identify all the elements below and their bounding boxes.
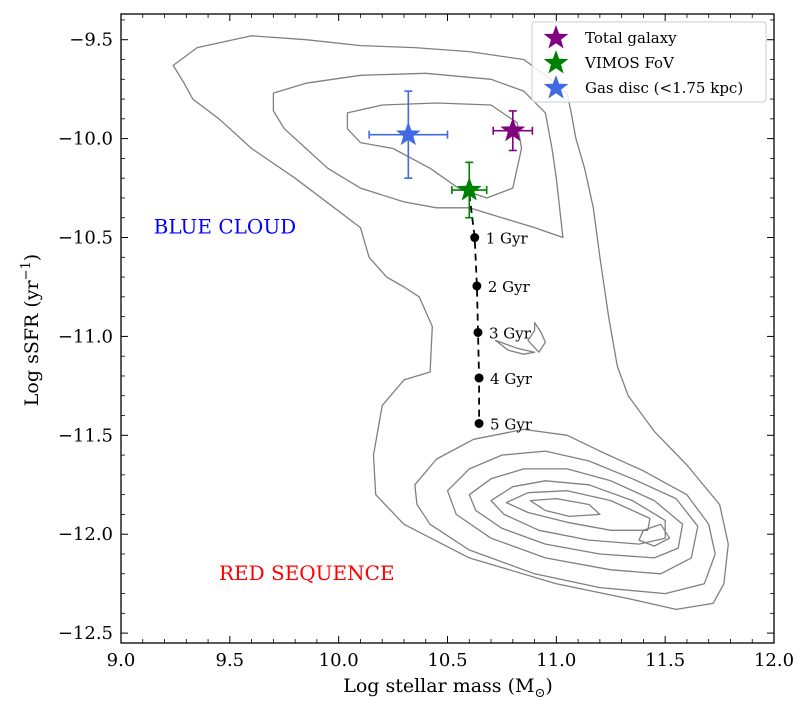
y-tick-label: −12.5	[58, 623, 113, 644]
legend-marker	[543, 75, 569, 99]
x-axis-label-main: Log stellar mass (M	[343, 675, 534, 697]
x-tick-label: 12.0	[754, 650, 794, 671]
x-tick-label: 10.0	[319, 650, 359, 671]
x-axis-label-unit: ⊙	[534, 686, 545, 701]
contour-level-11	[529, 497, 601, 518]
track-marker	[474, 373, 484, 383]
track-age-label: 3 Gyr	[489, 324, 532, 342]
star-marker	[456, 177, 482, 201]
contour-level-3	[346, 102, 523, 199]
evolution-track: 1 Gyr 2 Gyr 3 Gyr 4 Gyr 5 Gyr	[468, 193, 533, 433]
legend-entry-label: VIMOS FoV	[584, 54, 675, 72]
point-vimos-fov	[451, 161, 488, 219]
y-axis-label: Log sSFR (yr−1)	[19, 254, 43, 406]
track-age-label: 5 Gyr	[490, 415, 533, 433]
legend-marker	[543, 25, 569, 49]
contour-level-2	[272, 72, 564, 239]
point-gas-disc-1-75-kpc	[368, 90, 449, 179]
legend: Total galaxy VIMOS FoV Gas disc (<1.75 kpc…	[531, 21, 767, 103]
data-points	[368, 90, 534, 219]
x-tick-label: 11.5	[645, 650, 685, 671]
y-tick-label: −9.5	[69, 30, 113, 51]
contour-level-9	[490, 480, 666, 545]
x-axis-label: Log stellar mass (M⊙)	[343, 675, 553, 701]
track-line	[468, 193, 481, 424]
x-tick-label: 9.5	[216, 650, 245, 671]
track-age-label: 4 Gyr	[490, 370, 533, 388]
track-marker	[473, 327, 483, 337]
track-age-label: 2 Gyr	[488, 278, 531, 296]
contour-level-10	[505, 490, 651, 531]
star-marker	[500, 117, 526, 142]
point-total-galaxy	[492, 110, 534, 152]
track-marker	[474, 418, 484, 428]
contour-level-12	[638, 523, 671, 547]
y-tick-label: −11.5	[58, 425, 113, 446]
star-marker	[395, 121, 421, 146]
plot-frame	[120, 13, 775, 644]
x-tick-label: 10.5	[427, 650, 467, 671]
y-axis-label-main: Log sSFR (yr	[21, 279, 43, 406]
contour-level-8	[468, 468, 684, 559]
track-marker	[470, 233, 480, 243]
track-age-label: 1 Gyr	[486, 230, 529, 248]
legend-box	[531, 21, 767, 103]
legend-entry-label: Total galaxy	[585, 29, 677, 47]
axis-ticks: 9.0 9.5 10.0 10.5 11.0 11.5 12.0 −9.5 −10.0 −10.5…	[58, 14, 794, 671]
x-axis-label-close: )	[545, 675, 552, 697]
y-tick-label: −11.0	[58, 326, 113, 347]
legend-entry-label: Gas disc (<1.75 kpc)	[585, 79, 743, 97]
region-label: RED SEQUENCE	[219, 561, 395, 585]
y-axis-label-exponent: −1	[19, 261, 34, 280]
region-annotations: BLUE CLOUD RED SEQUENCE	[154, 215, 395, 585]
contour-level-7	[446, 450, 699, 575]
contour-level-4	[527, 321, 547, 353]
y-axis-label-close: )	[21, 254, 43, 261]
contour-level-5	[494, 339, 536, 355]
x-tick-label: 11.0	[536, 650, 576, 671]
track-marker	[472, 281, 482, 291]
region-label: BLUE CLOUD	[154, 215, 297, 239]
legend-marker	[543, 50, 569, 74]
y-tick-label: −10.5	[58, 228, 113, 249]
y-tick-label: −10.0	[58, 129, 113, 150]
x-tick-label: 9.0	[107, 650, 136, 671]
contour-level-6	[414, 428, 716, 595]
y-tick-label: −12.0	[58, 524, 113, 545]
